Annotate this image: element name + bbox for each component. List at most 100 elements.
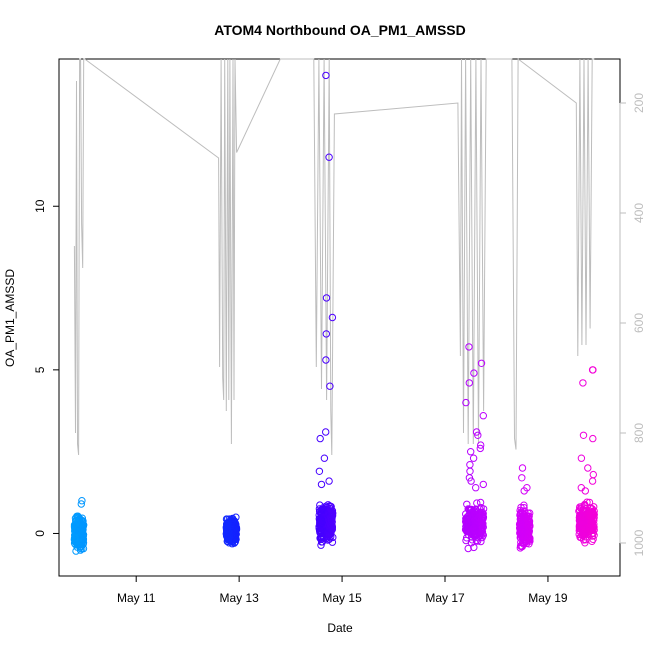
data-point: [79, 544, 88, 553]
data-point: [579, 517, 588, 526]
data-point: [317, 506, 325, 514]
data-point: [577, 454, 586, 462]
data-point: [326, 512, 334, 520]
data-point: [479, 412, 487, 420]
data-point: [328, 538, 337, 546]
data-point: [223, 520, 231, 529]
data-point: [76, 544, 84, 552]
data-point: [583, 524, 591, 533]
data-point: [74, 522, 82, 530]
data-point: [588, 530, 596, 538]
data-point: [316, 434, 324, 443]
x-tick-label: May 13: [219, 591, 259, 605]
data-point: [322, 330, 330, 338]
data-point: [477, 359, 486, 367]
data-point: [477, 441, 485, 449]
data-point: [70, 521, 79, 529]
data-point: [519, 533, 528, 541]
data-point: [469, 454, 478, 462]
data-point: [467, 508, 476, 517]
data-point: [328, 313, 337, 322]
data-point: [579, 532, 587, 540]
y-axis-right: 200 400 600 800 1000: [619, 93, 646, 556]
data-point: [466, 467, 474, 475]
x-tick-label: May 15: [322, 591, 362, 605]
data-point: [579, 379, 587, 387]
data-point: [465, 343, 473, 351]
data-point: [579, 505, 587, 514]
data-point: [223, 524, 232, 533]
grey-trace-layer: [73, 57, 595, 456]
data-point: [470, 543, 478, 552]
x-axis: May 11 May 13 May 15 May 17 May 19: [117, 575, 568, 605]
plot-frame: [58, 58, 621, 577]
data-point: [476, 444, 484, 453]
data-point: [589, 434, 597, 443]
data-point: [73, 537, 81, 545]
data-point: [470, 513, 478, 521]
chart-title: ATOM4 Northbound OA_PM1_AMSSD: [214, 22, 466, 38]
data-point: [518, 524, 527, 532]
data-point: [462, 398, 470, 407]
data-point: [464, 544, 472, 553]
data-point: [472, 428, 481, 436]
data-point: [588, 477, 597, 485]
data-point: [474, 431, 482, 439]
data-point: [473, 530, 482, 538]
y2-tick-label: 600: [632, 313, 646, 333]
data-point: [518, 527, 526, 535]
data-point: [315, 467, 324, 475]
data-point: [524, 520, 533, 528]
data-point: [317, 535, 325, 543]
data-point: [588, 505, 596, 513]
x-tick-label: May 19: [528, 591, 568, 605]
data-point: [470, 369, 478, 377]
data-point: [588, 366, 597, 374]
data-point: [479, 523, 487, 531]
data-point: [524, 509, 532, 517]
data-point: [581, 487, 589, 495]
data-point: [72, 517, 80, 526]
data-point: [466, 461, 474, 469]
data-point: [475, 513, 483, 522]
data-point: [470, 524, 478, 532]
data-point: [464, 531, 473, 539]
data-point: [326, 382, 334, 390]
data-point: [463, 500, 471, 508]
data-point: [327, 516, 336, 524]
data-point: [317, 526, 325, 535]
data-point: [317, 480, 326, 489]
y-axis-label: OA_PM1_AMSSD: [3, 269, 17, 367]
x-tick-label: May 11: [117, 591, 156, 605]
y2-tick-label: 1000: [632, 529, 646, 556]
x-tick-label: May 17: [425, 591, 465, 605]
data-point: [520, 504, 528, 512]
data-point: [520, 501, 528, 509]
data-point: [584, 464, 592, 472]
data-point: [516, 524, 524, 532]
data-point: [475, 509, 483, 517]
data-point: [467, 477, 475, 485]
data-point: [479, 520, 487, 528]
data-point: [320, 454, 329, 462]
data-point: [326, 531, 334, 539]
data-point: [322, 71, 330, 80]
data-point: [525, 533, 533, 541]
data-point: [472, 484, 480, 492]
data-point: [517, 520, 525, 528]
data-point: [476, 498, 485, 507]
y2-tick-label: 800: [632, 423, 646, 443]
data-point: [317, 532, 325, 540]
data-point: [590, 526, 598, 534]
data-point: [589, 470, 597, 479]
data-point: [325, 477, 333, 485]
data-point: [518, 464, 527, 472]
data-point: [589, 535, 597, 543]
y-tick-label: 0: [33, 530, 47, 537]
data-point: [232, 525, 241, 534]
y2-tick-label: 400: [632, 203, 646, 223]
data-point: [585, 498, 594, 507]
data-point: [223, 525, 231, 533]
data-point: [322, 428, 330, 436]
